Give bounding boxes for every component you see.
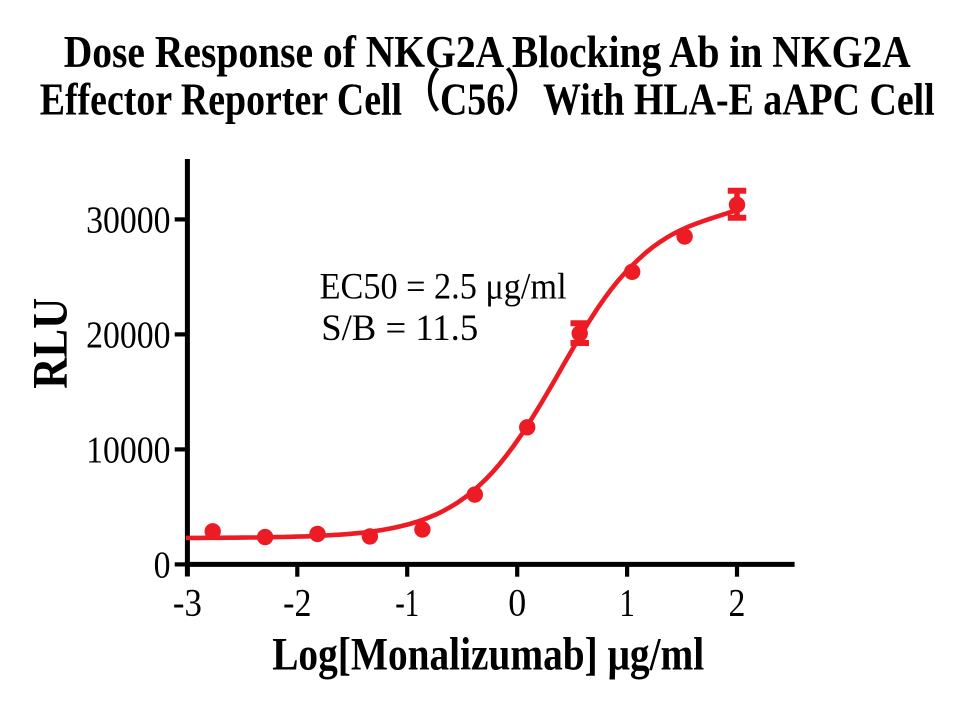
svg-text:1: 1 bbox=[619, 582, 635, 625]
svg-text:S/B = 11.5: S/B = 11.5 bbox=[321, 308, 478, 349]
svg-text:-1: -1 bbox=[395, 582, 419, 625]
svg-text:Effector Reporter Cell（C56）Wit: Effector Reporter Cell（C56）With HLA-E aA… bbox=[40, 67, 935, 125]
svg-text:20000: 20000 bbox=[86, 314, 170, 356]
svg-text:EC50 = 2.5 μg/ml: EC50 = 2.5 μg/ml bbox=[320, 267, 567, 308]
svg-text:RLU: RLU bbox=[22, 298, 78, 389]
svg-text:-2: -2 bbox=[283, 582, 311, 625]
svg-text:30000: 30000 bbox=[86, 199, 170, 241]
svg-text:0: 0 bbox=[508, 582, 526, 625]
svg-text:-3: -3 bbox=[173, 582, 202, 625]
svg-text:Log[Monalizumab] μg/ml: Log[Monalizumab] μg/ml bbox=[272, 630, 704, 681]
svg-text:Dose Response of NKG2A Blockin: Dose Response of NKG2A Blocking Ab in NK… bbox=[64, 27, 911, 77]
svg-text:10000: 10000 bbox=[86, 429, 170, 471]
svg-text:0: 0 bbox=[154, 544, 171, 586]
svg-text:2: 2 bbox=[729, 582, 746, 625]
